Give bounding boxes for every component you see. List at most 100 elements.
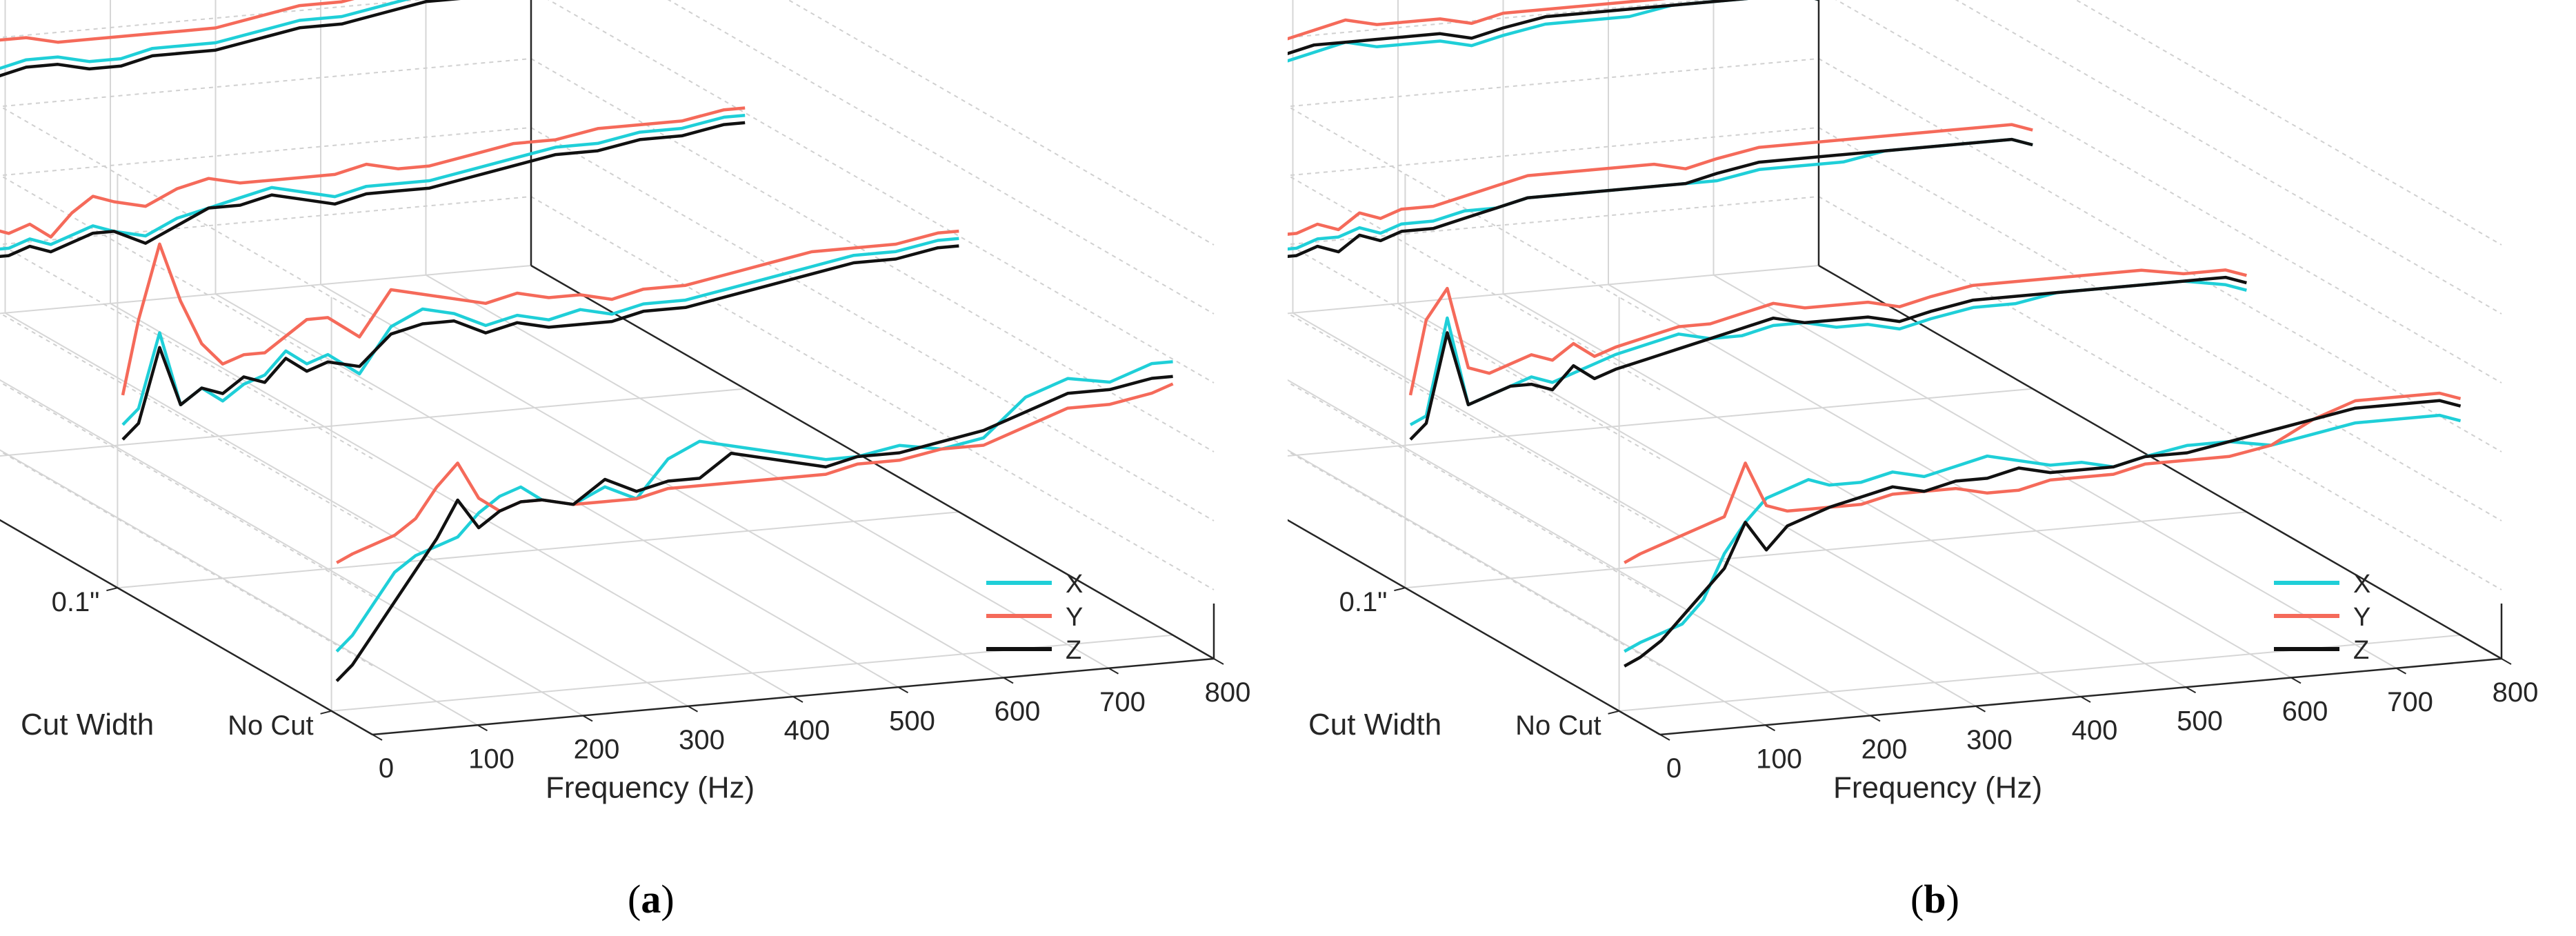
series-line-x bbox=[1409, 279, 2247, 426]
data-series bbox=[0, 0, 1174, 682]
floor-grid-line bbox=[1503, 293, 2186, 688]
floor-grid-line bbox=[0, 379, 583, 717]
side-wall-grid-line bbox=[530, 127, 1215, 521]
y-tick-label: No Cut bbox=[228, 710, 314, 741]
series-line-z bbox=[1288, 0, 1819, 55]
x-tick-mark bbox=[898, 686, 908, 694]
series-line-x bbox=[121, 237, 959, 426]
series-line-y bbox=[1408, 268, 2247, 396]
series-line-z bbox=[1409, 275, 2247, 441]
floor-grid-line bbox=[1292, 312, 1976, 707]
series-line-x bbox=[1288, 0, 1819, 63]
series-line-y bbox=[0, 106, 746, 239]
x-tick-mark bbox=[2290, 677, 2302, 684]
series-line-y bbox=[336, 382, 1174, 564]
series-line-y bbox=[1288, 0, 1667, 41]
floor-grid-line bbox=[1288, 449, 1766, 726]
x-tick-label: 700 bbox=[1099, 687, 1146, 717]
floor-grid-line bbox=[1608, 283, 2292, 679]
y-axis-line bbox=[0, 519, 373, 736]
y-tick-mark bbox=[320, 710, 332, 715]
side-wall-grid-line bbox=[530, 58, 1215, 452]
x-tick-label: 300 bbox=[1966, 725, 2013, 755]
back-wall-grid-line bbox=[0, 58, 532, 108]
legend: XYZ bbox=[2274, 570, 2370, 665]
series-line-y bbox=[1624, 391, 2462, 564]
data-series bbox=[1288, 0, 2462, 668]
x-tick-label: 0 bbox=[1666, 753, 1681, 784]
back-wall-grid-line bbox=[0, 196, 532, 246]
legend-label: Y bbox=[2353, 603, 2370, 632]
legend-label: Z bbox=[1066, 636, 1081, 665]
y-tick-mark bbox=[1608, 710, 1619, 715]
back-wall-grid-line bbox=[1288, 58, 1819, 108]
side-wall-grid-line bbox=[1288, 243, 1661, 459]
side-wall-grid-line bbox=[1288, 381, 1661, 597]
chart-panel-a: 0 100 200 300 400 500 600 700 800 Frequency (Hz) N… bbox=[0, 0, 1251, 805]
floor-grid-line bbox=[1405, 511, 2247, 589]
x-tick-label: 0 bbox=[379, 753, 394, 784]
floor-grid-line bbox=[0, 388, 746, 457]
series-line-y bbox=[1288, 123, 2033, 236]
series-line-z bbox=[121, 244, 959, 441]
x-tick-mark bbox=[372, 734, 383, 741]
x-tick-mark bbox=[1108, 667, 1119, 675]
x-tick-mark bbox=[582, 715, 593, 722]
series-line-z bbox=[0, 0, 461, 78]
side-wall-grid-line bbox=[2075, 0, 2502, 246]
x-tick-mark bbox=[1213, 658, 1224, 665]
x-tick-mark bbox=[1659, 734, 1670, 741]
floor-grid-line bbox=[1288, 379, 1871, 717]
series-line-x bbox=[1288, 137, 2033, 251]
chart-panel-b: 0 100 200 300 400 500 600 700 800 Frequency (Hz) N… bbox=[1288, 0, 2539, 805]
y-axis-label: Cut Width bbox=[1308, 708, 1441, 741]
side-wall-grid-line bbox=[787, 0, 1215, 246]
series-line-z bbox=[1624, 399, 2462, 668]
floor-grid-line bbox=[0, 449, 478, 726]
axis-labels: 0 100 200 300 400 500 600 700 800 Frequency (Hz) N… bbox=[21, 587, 1251, 804]
y-axis-line bbox=[1288, 519, 1661, 736]
panel-caption-a: (a) bbox=[628, 877, 675, 922]
x-tick-label: 200 bbox=[1861, 735, 1908, 765]
floor-grid-line bbox=[426, 274, 1109, 669]
x-tick-label: 800 bbox=[2493, 677, 2539, 708]
x-tick-label: 400 bbox=[2072, 715, 2118, 746]
series-line-z bbox=[0, 121, 746, 258]
panel-caption-b: (b) bbox=[1910, 877, 1959, 922]
x-tick-label: 300 bbox=[679, 725, 725, 755]
x-tick-mark bbox=[1765, 724, 1775, 732]
legend-label: X bbox=[2353, 570, 2370, 599]
x-tick-mark bbox=[792, 696, 803, 703]
floor-grid-line bbox=[117, 511, 959, 589]
series-line-z bbox=[335, 375, 1173, 682]
y-tick-label: 0.1" bbox=[52, 587, 100, 617]
panel-caption-letter: a bbox=[641, 877, 661, 922]
x-tick-label: 800 bbox=[1205, 677, 1251, 708]
side-wall-grid-line bbox=[1818, 196, 2502, 590]
legend-label: X bbox=[1066, 570, 1083, 599]
legend-label: Z bbox=[2353, 636, 2369, 665]
side-wall-grid-line bbox=[548, 0, 1215, 384]
floor-grid-line bbox=[110, 303, 794, 697]
x-tick-label: 400 bbox=[784, 715, 830, 746]
x-tick-label: 200 bbox=[574, 735, 620, 765]
side-wall-grid-line bbox=[530, 196, 1215, 590]
floor-grid-line bbox=[0, 265, 532, 315]
x-tick-mark bbox=[2186, 686, 2196, 694]
y-tick-label: No Cut bbox=[1515, 710, 1601, 741]
side-wall-grid-line bbox=[0, 105, 373, 321]
series-line-y bbox=[0, 0, 355, 44]
y-tick-label: 0.1" bbox=[1339, 587, 1388, 617]
floor-grid-line bbox=[1288, 388, 2033, 457]
back-wall-grid-line bbox=[1288, 196, 1819, 246]
x-tick-mark bbox=[1870, 715, 1881, 722]
series-line-y bbox=[121, 229, 959, 396]
x-tick-mark bbox=[1975, 705, 1986, 713]
back-wall-grid-line bbox=[1288, 127, 1819, 177]
panel-caption-letter: b bbox=[1924, 877, 1946, 922]
x-tick-label: 500 bbox=[889, 706, 935, 736]
legend: XYZ bbox=[986, 570, 1083, 665]
back-wall-grid-line bbox=[1288, 0, 1712, 39]
side-wall-grid-line bbox=[1288, 174, 1661, 390]
